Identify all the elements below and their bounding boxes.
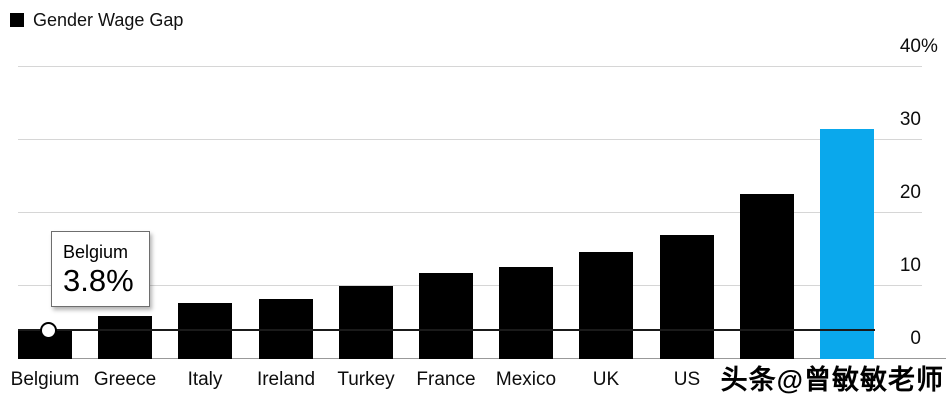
y-tick-label-10: 10 [900,255,921,277]
x-axis-label-ireland: Ireland [256,369,316,390]
bar-italy[interactable] [178,303,232,359]
y-tick-label-20: 20 [900,182,921,204]
bar-11-label-obscured[interactable] [820,129,874,359]
tooltip-country-label: Belgium [63,242,129,262]
x-axis-label-us: US [673,369,701,390]
x-axis-label-greece: Greece [93,369,157,390]
y-tick-number: 0 [910,328,921,349]
tooltip-value-label: 3.8% [63,263,134,298]
gridline-20 [18,212,922,213]
gridline-30 [18,139,922,140]
x-axis-label-mexico: Mexico [495,369,557,390]
y-tick-number: 40 [899,36,921,57]
y-tick-number: 30 [899,109,921,130]
x-axis-label-italy: Italy [187,369,223,390]
gridline-40 [18,66,922,67]
x-axis-label-france: France [416,369,476,390]
hover-tooltip: Belgium 3.8% [51,231,150,307]
legend-swatch-icon [10,13,24,27]
bar-uk[interactable] [579,252,633,359]
bar-10-label-obscured[interactable] [740,194,794,359]
bar-mexico[interactable] [499,267,553,359]
x-axis-label-belgium: Belgium [10,369,80,390]
bar-france[interactable] [419,273,473,359]
y-tick-label-40%: 40% [899,36,938,58]
bar-turkey[interactable] [339,286,393,359]
y-tick-label-30: 30 [900,109,921,131]
y-tick-number: 10 [899,255,921,276]
y-tick-percent-sign: % [921,36,938,57]
chart-legend: Gender Wage Gap [10,10,183,30]
x-axis-baseline [18,358,946,359]
bar-greece[interactable] [98,316,152,359]
hover-marker-dot [39,322,57,339]
watermark-text: 头条@曾敏敏老师 [720,365,944,395]
y-tick-number: 20 [899,182,921,203]
hover-reference-line [18,329,875,331]
x-axis-label-turkey: Turkey [337,369,395,390]
bar-us[interactable] [660,235,714,359]
y-tick-label-0: 0 [910,328,921,350]
x-axis-label-uk: UK [592,369,620,390]
legend-label: Gender Wage Gap [33,10,184,30]
